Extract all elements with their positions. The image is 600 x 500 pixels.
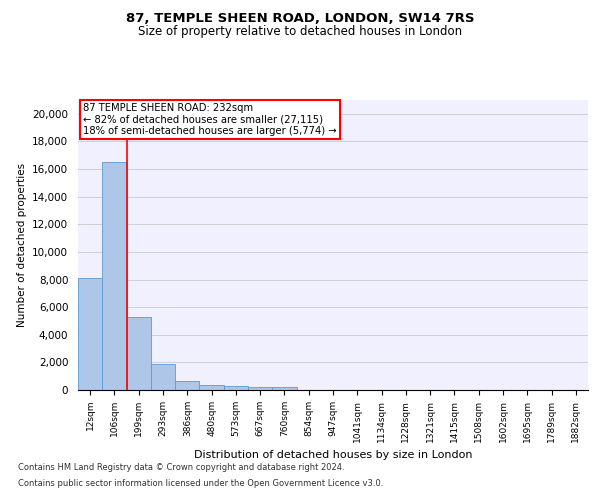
Y-axis label: Number of detached properties: Number of detached properties [17, 163, 26, 327]
Text: Contains public sector information licensed under the Open Government Licence v3: Contains public sector information licen… [18, 478, 383, 488]
Bar [127, 317, 151, 390]
Bar [272, 388, 296, 390]
Bar [248, 387, 272, 390]
Bar [102, 162, 127, 390]
Bar [151, 364, 175, 390]
Text: 87, TEMPLE SHEEN ROAD, LONDON, SW14 7RS: 87, TEMPLE SHEEN ROAD, LONDON, SW14 7RS [126, 12, 474, 26]
Text: Contains HM Land Registry data © Crown copyright and database right 2024.: Contains HM Land Registry data © Crown c… [18, 464, 344, 472]
Bar [199, 385, 224, 390]
Text: Size of property relative to detached houses in London: Size of property relative to detached ho… [138, 25, 462, 38]
Text: 87 TEMPLE SHEEN ROAD: 232sqm
← 82% of detached houses are smaller (27,115)
18% o: 87 TEMPLE SHEEN ROAD: 232sqm ← 82% of de… [83, 103, 337, 136]
Bar [224, 386, 248, 390]
X-axis label: Distribution of detached houses by size in London: Distribution of detached houses by size … [194, 450, 472, 460]
Bar [78, 278, 102, 390]
Bar [175, 380, 199, 390]
